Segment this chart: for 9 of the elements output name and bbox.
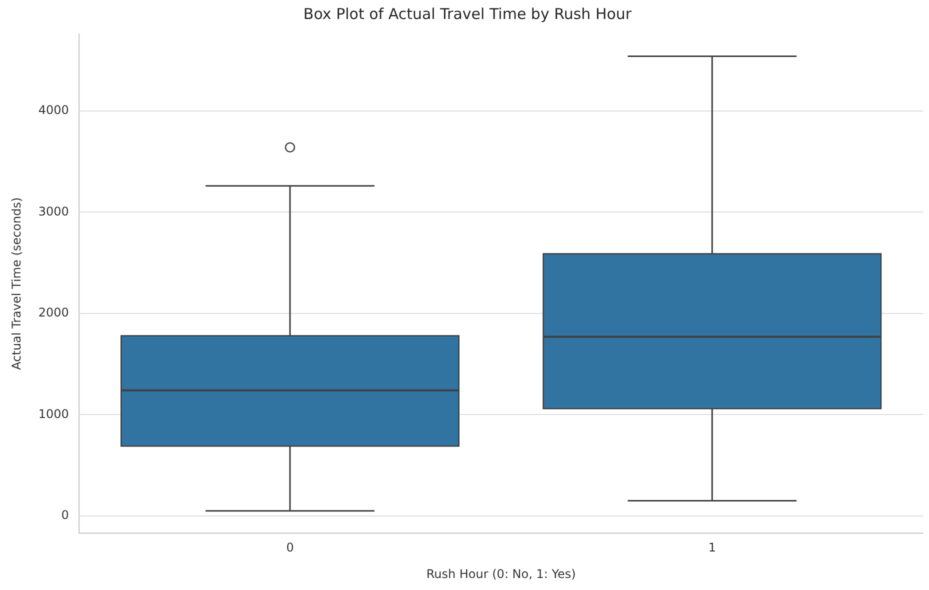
y-tick-label: 4000 bbox=[38, 103, 69, 118]
y-tick-label: 1000 bbox=[38, 406, 69, 421]
y-tick-label: 2000 bbox=[38, 306, 69, 320]
x-tick-label: 1 bbox=[708, 540, 716, 555]
y-tick-label: 3000 bbox=[38, 204, 69, 218]
y-tick-label: 0 bbox=[61, 508, 69, 522]
chart-title: Box Plot of Actual Travel Time by Rush Hour bbox=[303, 4, 632, 23]
y-axis-title: Actual Travel Time (seconds) bbox=[9, 197, 24, 370]
x-axis-title: Rush Hour (0: No, 1: Yes) bbox=[426, 566, 576, 581]
